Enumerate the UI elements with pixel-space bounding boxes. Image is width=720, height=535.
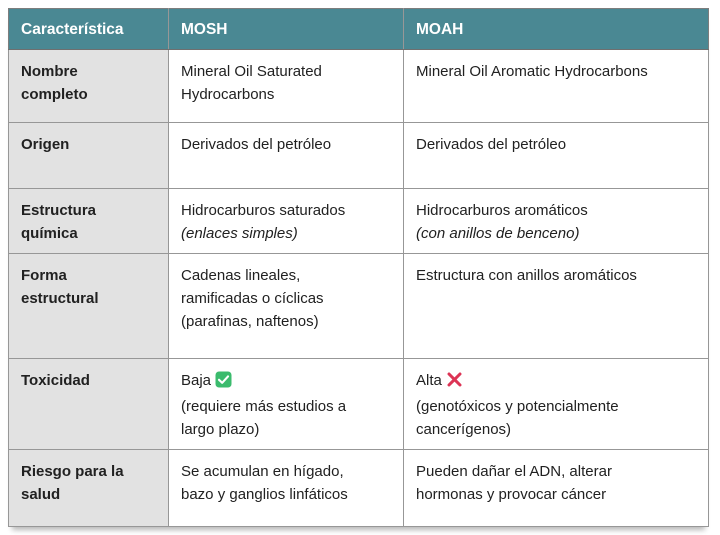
cross-icon — [446, 371, 463, 395]
header-mosh: MOSH — [168, 8, 404, 50]
table-row-forma-estructural: Forma estructural Cadenas lineales, rami… — [8, 253, 709, 359]
cell-line: Hidrocarburos aromáticos — [416, 202, 588, 219]
toxicity-level-line: Alta — [416, 369, 696, 395]
moah-cell: Hidrocarburos aromáticos (con anillos de… — [403, 188, 709, 254]
cell-line: largo plazo) — [181, 421, 260, 438]
cell-line-italic: (enlaces simples) — [181, 225, 298, 242]
toxicity-level-text: Alta — [416, 372, 442, 389]
toxicity-level-text: Baja — [181, 372, 212, 389]
moah-cell: Estructura con anillos aromáticos — [403, 253, 709, 359]
cell-line: Hidrocarburos saturados — [181, 202, 346, 219]
table-row-estructura-quimica: Estructura química Hidrocarburos saturad… — [8, 188, 709, 254]
cell-line: bazo y ganglios linfáticos — [181, 486, 348, 503]
feature-line: química — [21, 225, 78, 242]
feature-line: Forma — [21, 267, 67, 284]
cell-line: Se acumulan en hígado, — [181, 463, 344, 480]
cell-line: (parafinas, naftenos) — [181, 313, 319, 330]
header-moah: MOAH — [403, 8, 709, 50]
feature-line: Riesgo para la — [21, 463, 124, 480]
feature-label: Origen — [8, 122, 169, 189]
feature-label: Riesgo para la salud — [8, 449, 169, 527]
mosh-moah-comparison-table: Característica MOSH MOAH Nombre completo… — [8, 8, 709, 527]
table-row-nombre-completo: Nombre completo Mineral Oil Saturated Hy… — [8, 49, 709, 123]
cell-line: (genotóxicos y potencialmente — [416, 398, 619, 415]
moah-cell: Alta (genotóxicos y potencialmente cance… — [403, 358, 709, 450]
mosh-cell: Cadenas lineales, ramificadas o cíclicas… — [168, 253, 404, 359]
mosh-cell: Baja (requiere más estudios a largo plaz… — [168, 358, 404, 450]
feature-label: Estructura química — [8, 188, 169, 254]
mosh-cell: Se acumulan en hígado, bazo y ganglios l… — [168, 449, 404, 527]
feature-line: Estructura — [21, 202, 97, 219]
feature-label: Nombre completo — [8, 49, 169, 123]
cell-line: Mineral Oil Aromatic Hydrocarbons — [416, 63, 648, 80]
table-row-toxicidad: Toxicidad Baja (requiere más estudios a … — [8, 358, 709, 450]
cell-line: Cadenas lineales, — [181, 267, 301, 284]
table-row-origen: Origen Derivados del petróleo Derivados … — [8, 122, 709, 189]
feature-line: completo — [21, 86, 88, 103]
mosh-cell: Hidrocarburos saturados (enlaces simples… — [168, 188, 404, 254]
feature-line: salud — [21, 486, 61, 503]
moah-cell: Pueden dañar el ADN, alterar hormonas y … — [403, 449, 709, 527]
feature-label: Forma estructural — [8, 253, 169, 359]
cell-line-italic: (con anillos de benceno) — [416, 225, 580, 242]
check-icon — [215, 371, 232, 395]
feature-line: Nombre — [21, 63, 78, 80]
moah-cell: Mineral Oil Aromatic Hydrocarbons — [403, 49, 709, 123]
cell-line: hormonas y provocar cáncer — [416, 486, 607, 503]
cell-line: cancerígenos) — [416, 421, 512, 438]
moah-cell: Derivados del petróleo — [403, 122, 709, 189]
cell-line: Estructura con anillos aromáticos — [416, 267, 637, 284]
cell-line: Mineral Oil Saturated — [181, 63, 322, 80]
cell-line: (requiere más estudios a — [181, 398, 347, 415]
feature-line: Toxicidad — [21, 372, 90, 389]
mosh-cell: Derivados del petróleo — [168, 122, 404, 189]
header-caracteristica: Característica — [8, 8, 169, 50]
cell-line: Hydrocarbons — [181, 86, 275, 103]
cell-line: Derivados del petróleo — [181, 136, 332, 153]
feature-label: Toxicidad — [8, 358, 169, 450]
cell-line: Pueden dañar el ADN, alterar — [416, 463, 612, 480]
cell-line: Derivados del petróleo — [416, 136, 567, 153]
toxicity-level-line: Baja — [181, 369, 391, 395]
table-row-riesgo-salud: Riesgo para la salud Se acumulan en híga… — [8, 449, 709, 527]
mosh-cell: Mineral Oil Saturated Hydrocarbons — [168, 49, 404, 123]
feature-line: estructural — [21, 290, 99, 307]
header-row: Característica MOSH MOAH — [8, 8, 709, 50]
feature-line: Origen — [21, 136, 70, 153]
cell-line: ramificadas o cíclicas — [181, 290, 324, 307]
